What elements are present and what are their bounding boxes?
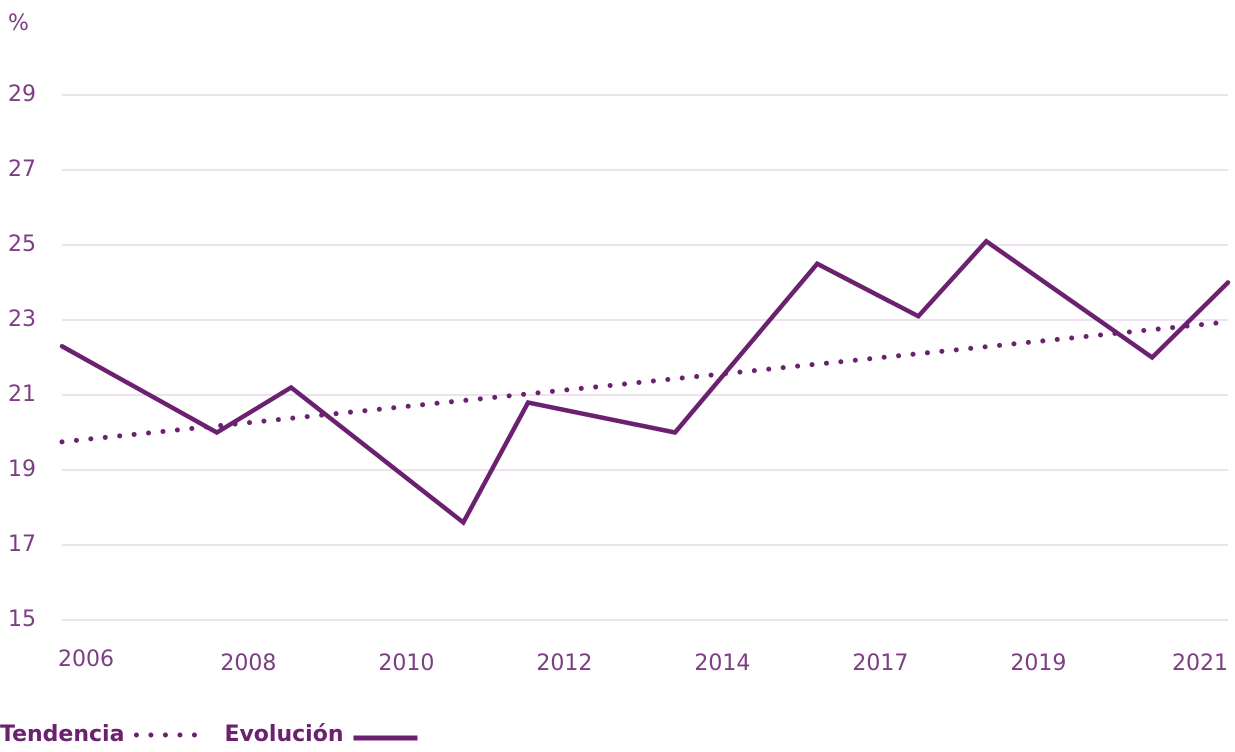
x-tick-label: 2014	[694, 651, 750, 676]
y-tick-label: 25	[8, 232, 36, 257]
legend-label: Evolución	[224, 722, 343, 747]
y-tick-label: 29	[8, 82, 36, 107]
y-tick-label: 21	[8, 382, 36, 407]
x-tick-label: 2006	[58, 647, 114, 672]
y-tick-label: 23	[8, 307, 36, 332]
x-tick-label: 2017	[852, 651, 908, 676]
x-tick-label: 2021	[1172, 651, 1228, 676]
x-tick-label: 2019	[1010, 651, 1066, 676]
y-tick-label: 15	[8, 607, 36, 632]
y-tick-label: 17	[8, 532, 36, 557]
y-tick-label: 19	[8, 457, 36, 482]
x-tick-label: 2010	[378, 651, 434, 676]
x-tick-label: 2012	[536, 651, 592, 676]
data-line	[59, 238, 1231, 526]
trend-line	[59, 319, 1231, 445]
y-unit: %	[8, 11, 29, 36]
y-tick-label: 27	[8, 157, 36, 182]
legend-label: Tendencia	[0, 722, 124, 747]
x-tick-label: 2008	[220, 651, 276, 676]
